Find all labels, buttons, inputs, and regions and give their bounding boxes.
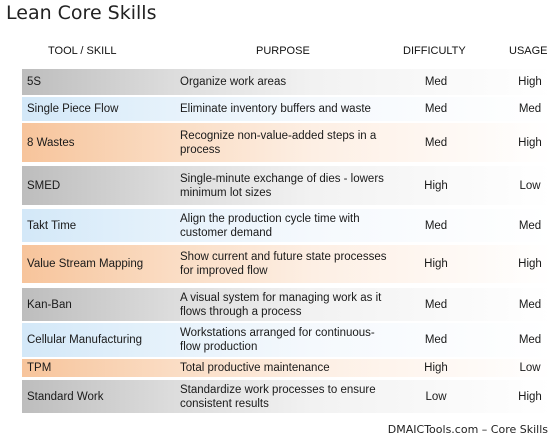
- table-row: Standard Work Standardize work processes…: [0, 379, 560, 414]
- row-purpose: A visual system for managing work as it …: [180, 291, 382, 318]
- row-purpose: Show current and future state processes …: [180, 251, 387, 277]
- row-usage: Med: [518, 219, 542, 232]
- row-difficulty: Med: [424, 298, 448, 311]
- table-row: Value Stream Mapping Show current and fu…: [0, 244, 560, 284]
- header-purpose: PURPOSE: [256, 45, 310, 57]
- row-purpose: Workstations arranged for continuous-flo…: [180, 327, 375, 353]
- row-usage: High: [518, 258, 542, 270]
- row-tool: 8 Wastes: [27, 136, 75, 149]
- row-background: [22, 288, 552, 321]
- row-background: [22, 245, 552, 283]
- row-usage: High: [518, 390, 542, 403]
- table-row: Cellular Manufacturing Workstations arra…: [0, 322, 560, 358]
- row-tool: Standard Work: [27, 390, 104, 403]
- row-tool: SMED: [27, 179, 61, 192]
- header-tool-skill: TOOL / SKILL: [48, 45, 117, 57]
- row-tool: Single Piece Flow: [27, 103, 119, 115]
- row-difficulty: High: [424, 179, 448, 192]
- row-purpose: Single-minute exchange of dies - lowers …: [180, 172, 384, 199]
- row-background: [22, 323, 552, 357]
- row-difficulty: High: [424, 362, 448, 374]
- row-difficulty: Low: [425, 390, 447, 403]
- row-difficulty: Med: [424, 219, 448, 232]
- row-background: [22, 97, 552, 121]
- row-usage: Med: [518, 298, 542, 311]
- row-tool: Value Stream Mapping: [27, 258, 144, 270]
- row-purpose: Organize work areas: [180, 76, 287, 88]
- row-purpose: Align the production cycle time with cus…: [180, 212, 360, 239]
- row-background: [22, 123, 552, 162]
- row-difficulty: Med: [424, 136, 448, 149]
- row-tool: 5S: [27, 76, 42, 88]
- page-title: Lean Core Skills: [6, 2, 157, 24]
- row-difficulty: High: [424, 258, 448, 270]
- header-usage: USAGE: [509, 45, 548, 57]
- footer-credit: DMAICTools.com – Core Skills: [387, 423, 548, 436]
- header-difficulty: DIFFICULTY: [403, 45, 466, 57]
- row-usage: Low: [519, 179, 541, 192]
- row-background: [22, 166, 552, 205]
- row-difficulty: Med: [424, 103, 448, 115]
- table-header: TOOL / SKILL PURPOSE DIFFICULTY USAGE: [0, 45, 560, 61]
- row-difficulty: Med: [424, 76, 448, 88]
- row-purpose: Eliminate inventory buffers and waste: [180, 103, 371, 115]
- row-tool: TPM: [27, 362, 52, 374]
- row-background: [22, 380, 552, 413]
- row-background: [22, 69, 552, 95]
- row-tool: Takt Time: [27, 219, 77, 232]
- row-purpose: Total productive maintenance: [180, 362, 330, 374]
- row-usage: Med: [518, 103, 542, 115]
- table-row: 8 Wastes Recognize non-value-added steps…: [0, 122, 560, 163]
- row-purpose: Standardize work processes to ensure con…: [180, 383, 376, 410]
- row-purpose: Recognize non-value-added steps in a pro…: [180, 129, 377, 156]
- row-difficulty: Med: [424, 334, 448, 346]
- row-tool: Cellular Manufacturing: [27, 334, 143, 346]
- row-usage: High: [518, 76, 542, 88]
- row-usage: Med: [518, 334, 542, 346]
- table-row: TPM Total productive maintenance High Lo…: [0, 358, 560, 378]
- row-tool: Kan-Ban: [27, 298, 72, 311]
- table-row: 5S Organize work areas Med High: [0, 68, 560, 96]
- row-background: [22, 209, 552, 242]
- row-usage: High: [518, 136, 542, 149]
- table-row: Single Piece Flow Eliminate inventory bu…: [0, 96, 560, 122]
- table-row: SMED Single-minute exchange of dies - lo…: [0, 165, 560, 206]
- row-background: [22, 359, 552, 377]
- row-usage: Low: [519, 362, 541, 374]
- table-row: Takt Time Align the production cycle tim…: [0, 208, 560, 243]
- table-row: Kan-Ban A visual system for managing wor…: [0, 287, 560, 322]
